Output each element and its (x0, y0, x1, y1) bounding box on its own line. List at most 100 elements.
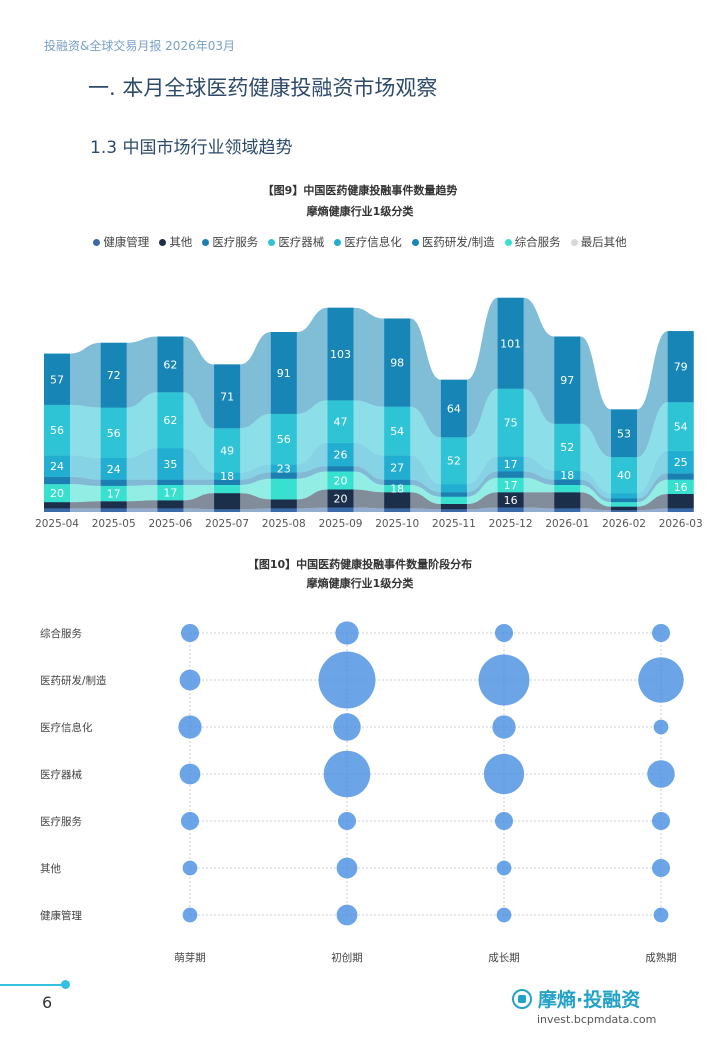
bubble (496, 860, 512, 876)
data-label: 20 (50, 487, 64, 500)
data-label: 97 (560, 374, 574, 387)
bubble (494, 623, 514, 643)
bubble (653, 719, 669, 735)
data-label: 75 (504, 416, 518, 429)
bubble (335, 621, 359, 645)
stream-bar-segment (157, 485, 184, 501)
x-tick-label: 2026-01 (545, 518, 589, 530)
legend-item: 医疗信息化 (334, 234, 402, 250)
data-label: 18 (560, 469, 574, 482)
brand-name: 摩熵·投融资 (538, 989, 641, 1011)
stream-bar-segment (327, 307, 354, 401)
legend-item: 最后其他 (570, 234, 627, 250)
bubble (651, 858, 671, 878)
stream-bar-segment (214, 479, 241, 485)
x-category-label: 成熟期 (645, 951, 677, 964)
y-category-label: 医药研发/制造 (40, 674, 107, 687)
x-tick-label: 2025-12 (489, 518, 533, 530)
legend-swatch (504, 238, 512, 246)
x-tick-label: 2025-10 (375, 518, 419, 530)
data-label: 54 (390, 425, 404, 438)
stream-bar-segment (554, 485, 581, 493)
data-label: 17 (504, 458, 518, 471)
stream-bar-segment (100, 342, 127, 408)
y-category-label: 医疗信息化 (40, 721, 93, 734)
legend-item: 综合服务 (504, 234, 561, 250)
stream-bar-segment (497, 388, 524, 457)
stream-bar-segment (497, 507, 524, 512)
stream-bar-segment (667, 508, 694, 512)
data-label: 24 (107, 463, 121, 476)
stream-bar-segment (327, 400, 354, 443)
brand-icon (512, 988, 532, 1009)
stream-bar-segment (611, 493, 637, 499)
x-tick-label: 2026-03 (659, 518, 703, 530)
data-label: 52 (447, 455, 461, 468)
stream-bar-segment (157, 479, 184, 485)
legend-swatch (202, 238, 210, 246)
data-label: 47 (334, 416, 348, 429)
legend-label: 综合服务 (514, 235, 561, 249)
legend-label: 其他 (169, 235, 193, 249)
data-label: 35 (163, 458, 177, 471)
legend-swatch (159, 238, 167, 246)
stream-bar-segment (554, 423, 581, 471)
data-label: 91 (277, 367, 291, 380)
stream-bar-segment (270, 413, 297, 465)
data-label: 23 (277, 462, 291, 475)
stream-band (44, 388, 694, 494)
bubble (337, 811, 357, 831)
stream-bar-segment (440, 379, 467, 438)
stream-bar-segment (497, 492, 524, 508)
stream-bar-segment (384, 479, 411, 485)
stream-bar-segment (327, 471, 354, 490)
stream-bar-segment (157, 392, 184, 449)
chart1-subtitle: 摩熵健康行业1级分类 (306, 205, 414, 218)
x-category-label: 成长期 (488, 952, 520, 964)
chart2-subtitle: 摩熵健康行业1级分类 (306, 577, 414, 590)
stream-bar-segment (214, 472, 241, 480)
stream-bar-segment (667, 331, 694, 403)
stream-band (44, 489, 694, 511)
legend-item: 健康管理 (93, 234, 149, 250)
legend-swatch (93, 238, 101, 246)
stream-bar-segment (270, 332, 297, 414)
stream-band (44, 466, 694, 503)
bubble (178, 715, 202, 739)
legend-label: 医疗信息化 (344, 235, 402, 249)
stream-bar-segment (327, 489, 354, 508)
data-label: 53 (617, 427, 631, 440)
legend-swatch (411, 238, 419, 246)
x-tick-label: 2025-07 (205, 518, 249, 530)
stream-bar-segment (100, 485, 127, 502)
page-number: 6 (42, 993, 53, 1012)
bubble (496, 907, 512, 923)
chart1-legend: 健康管理 其他 医疗服务 医疗器械 医疗信息化 医药研发/制造 综合服务 最后其他 (0, 234, 720, 250)
x-tick-label: 2025-08 (262, 518, 306, 530)
x-tick-label: 2025-11 (432, 518, 476, 530)
data-label: 20 (334, 493, 348, 506)
stream-bar-segment (44, 455, 70, 477)
data-label: 103 (330, 348, 351, 361)
stream-bar-segment (667, 494, 694, 509)
bubble (180, 623, 200, 643)
y-category-label: 综合服务 (40, 627, 82, 640)
stream-bar-segment (611, 506, 637, 511)
stream-band (44, 471, 694, 507)
stream-bar-segment (497, 477, 524, 493)
legend-label: 医药研发/制造 (421, 235, 495, 249)
stream-bar-segment (667, 479, 694, 494)
bubble (478, 654, 530, 706)
data-label: 101 (500, 337, 521, 350)
data-label: 18 (390, 483, 404, 496)
legend-label: 最后其他 (580, 235, 627, 249)
stream-bar-segment (497, 471, 524, 478)
x-tick-label: 2026-02 (602, 518, 646, 530)
legend-item: 医疗服务 (202, 234, 258, 250)
stream-band (44, 442, 694, 499)
footer-dot (61, 980, 70, 989)
data-label: 52 (560, 441, 574, 454)
stream-bar-segment (384, 492, 411, 509)
data-label: 56 (277, 433, 291, 446)
